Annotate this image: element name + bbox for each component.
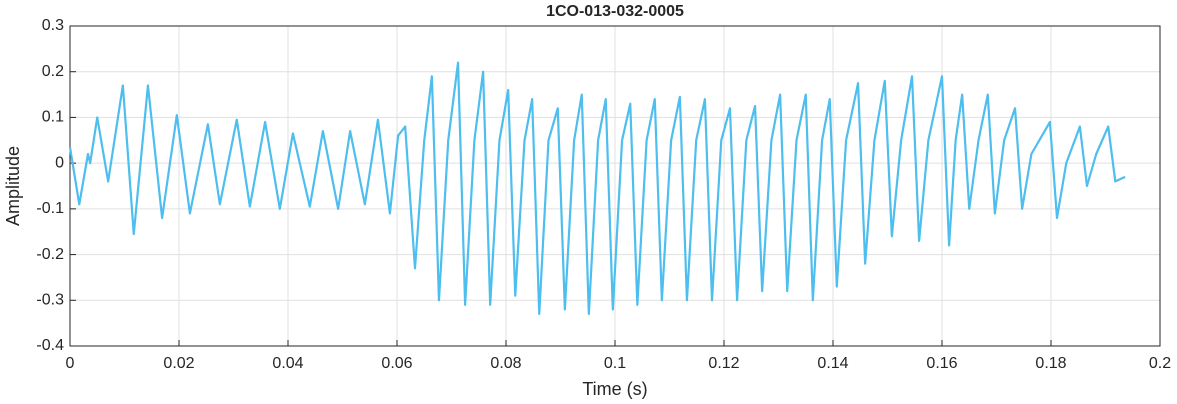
- x-tick-label: 0.14: [817, 355, 848, 372]
- x-tick-label: 0.1: [604, 355, 626, 372]
- chart-title: 1CO-013-032-0005: [546, 3, 684, 20]
- x-axis-label: Time (s): [582, 379, 647, 399]
- waveform-line: [68, 61, 1126, 316]
- y-tick-label: -0.2: [36, 246, 64, 263]
- plot-frame: [69, 25, 1161, 347]
- y-tick-label: -0.1: [36, 200, 64, 217]
- y-axis-label: Amplitude: [3, 146, 23, 226]
- x-tick-label: 0.16: [926, 355, 957, 372]
- y-tick-label: 0.3: [42, 17, 64, 34]
- x-tick-label: 0.08: [490, 355, 521, 372]
- x-tick-label: 0.12: [708, 355, 739, 372]
- x-tick-label: 0.18: [1035, 355, 1066, 372]
- y-tick-label: 0: [55, 154, 64, 171]
- y-tick-label: 0.1: [42, 109, 64, 126]
- x-tick-label: 0.02: [163, 355, 194, 372]
- y-tick-label: -0.4: [36, 337, 64, 354]
- x-tick-label: 0.2: [1149, 355, 1171, 372]
- y-tick-label: 0.2: [42, 63, 64, 80]
- x-tick-label: 0: [66, 355, 75, 372]
- x-tick-label: 0.06: [381, 355, 412, 372]
- y-tick-label: -0.3: [36, 292, 64, 309]
- x-tick-label: 0.04: [272, 355, 303, 372]
